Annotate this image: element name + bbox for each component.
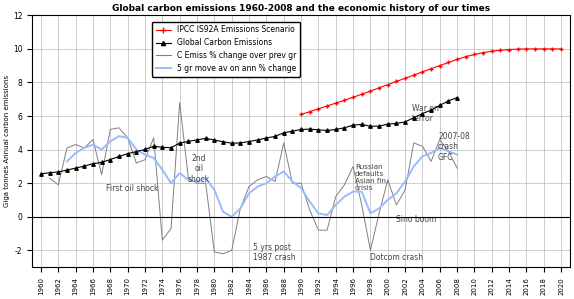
Text: 5 yrs post
1987 crash: 5 yrs post 1987 crash [253, 243, 296, 263]
Text: First oil shock: First oil shock [106, 184, 158, 193]
Text: 2nd
oil
shock: 2nd oil shock [188, 154, 210, 184]
Text: War on
terror: War on terror [412, 104, 439, 123]
Text: Dotcom crash: Dotcom crash [370, 253, 424, 263]
Legend: IPCC IS92A Emissions Scenario, Global Carbon Emissions, C Emiss % change over pr: IPCC IS92A Emissions Scenario, Global Ca… [152, 22, 300, 77]
Text: 2007-08
crash
GFC: 2007-08 crash GFC [438, 132, 470, 162]
Y-axis label: Giga tonnes Annual carbon emissions: Giga tonnes Annual carbon emissions [4, 75, 10, 207]
Text: Sino boom: Sino boom [397, 215, 437, 224]
Text: Russian
defaults
Asian fin.
crisis: Russian defaults Asian fin. crisis [355, 164, 388, 191]
Title: Global carbon emissions 1960-2008 and the economic history of our times: Global carbon emissions 1960-2008 and th… [112, 4, 490, 13]
